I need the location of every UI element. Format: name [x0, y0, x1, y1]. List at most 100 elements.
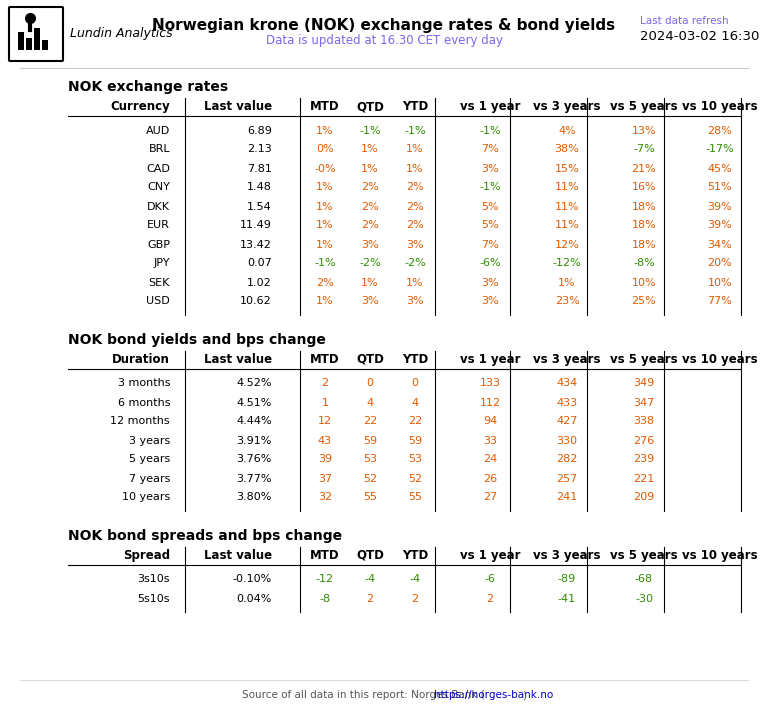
Text: https://norges-bank.no: https://norges-bank.no [434, 690, 553, 700]
Text: 37: 37 [318, 473, 332, 483]
Text: -1%: -1% [359, 126, 381, 136]
Text: 23%: 23% [554, 296, 579, 306]
Text: 52: 52 [408, 473, 422, 483]
Text: 12%: 12% [554, 239, 579, 249]
Text: 6.89: 6.89 [247, 126, 272, 136]
Text: 1.48: 1.48 [247, 183, 272, 193]
Text: 3 months: 3 months [118, 378, 170, 388]
Text: 94: 94 [483, 416, 497, 426]
Text: 434: 434 [556, 378, 578, 388]
Text: Spread: Spread [123, 549, 170, 562]
Text: 5%: 5% [482, 221, 498, 231]
Text: 52: 52 [363, 473, 377, 483]
Text: 34%: 34% [707, 239, 733, 249]
Text: MTD: MTD [310, 353, 339, 366]
Text: Data is updated at 16.30 CET every day: Data is updated at 16.30 CET every day [266, 34, 502, 47]
Text: GBP: GBP [147, 239, 170, 249]
Text: -1%: -1% [404, 126, 425, 136]
Text: 282: 282 [556, 455, 578, 465]
Text: 77%: 77% [707, 296, 733, 306]
Text: 2: 2 [322, 378, 329, 388]
Text: 18%: 18% [631, 239, 657, 249]
Text: YTD: YTD [402, 353, 428, 366]
Text: 45%: 45% [707, 164, 733, 174]
Text: -89: -89 [558, 575, 576, 585]
Text: 2.13: 2.13 [247, 144, 272, 154]
Text: -2%: -2% [404, 258, 426, 268]
Text: NOK bond yields and bps change: NOK bond yields and bps change [68, 333, 326, 347]
Text: 3s10s: 3s10s [137, 575, 170, 585]
Text: 5s10s: 5s10s [137, 593, 170, 603]
Text: YTD: YTD [402, 100, 428, 113]
Text: 25%: 25% [631, 296, 657, 306]
Text: -41: -41 [558, 593, 576, 603]
Text: -17%: -17% [706, 144, 734, 154]
Text: YTD: YTD [402, 549, 428, 562]
Text: AUD: AUD [146, 126, 170, 136]
Text: 3%: 3% [482, 296, 498, 306]
Text: 5%: 5% [482, 201, 498, 211]
Text: vs 3 years: vs 3 years [533, 100, 601, 113]
Text: 7%: 7% [481, 239, 499, 249]
Text: 2: 2 [366, 593, 373, 603]
Text: vs 10 years: vs 10 years [682, 100, 758, 113]
Text: 21%: 21% [631, 164, 657, 174]
Text: Last value: Last value [204, 100, 272, 113]
Text: 2%: 2% [406, 221, 424, 231]
Text: 133: 133 [479, 378, 501, 388]
Text: -0%: -0% [314, 164, 336, 174]
Text: 2%: 2% [406, 201, 424, 211]
Text: 1%: 1% [316, 221, 334, 231]
Text: 1%: 1% [316, 201, 334, 211]
Text: USD: USD [146, 296, 170, 306]
Text: 1%: 1% [361, 164, 379, 174]
Text: 27: 27 [483, 493, 497, 503]
Text: 22: 22 [408, 416, 422, 426]
Text: 239: 239 [634, 455, 654, 465]
Text: 1%: 1% [361, 278, 379, 288]
Text: 13.42: 13.42 [240, 239, 272, 249]
Text: 15%: 15% [554, 164, 579, 174]
Text: -6: -6 [485, 575, 495, 585]
Text: 18%: 18% [631, 221, 657, 231]
Text: 0.04%: 0.04% [237, 593, 272, 603]
Text: 20%: 20% [707, 258, 733, 268]
Text: 1%: 1% [406, 278, 424, 288]
Text: 39: 39 [318, 455, 332, 465]
Text: 4: 4 [366, 398, 373, 408]
Text: SEK: SEK [149, 278, 170, 288]
Text: 3%: 3% [361, 296, 379, 306]
Text: 338: 338 [634, 416, 654, 426]
Text: 2024-03-02 16:30: 2024-03-02 16:30 [640, 30, 760, 43]
Text: 1%: 1% [361, 144, 379, 154]
Text: 347: 347 [634, 398, 654, 408]
Bar [42, 40, 48, 50]
Text: 1%: 1% [406, 144, 424, 154]
Text: 4.51%: 4.51% [237, 398, 272, 408]
Text: 0%: 0% [316, 144, 334, 154]
Text: vs 1 year: vs 1 year [460, 100, 520, 113]
Text: DKK: DKK [147, 201, 170, 211]
Text: 2%: 2% [406, 183, 424, 193]
Text: vs 10 years: vs 10 years [682, 549, 758, 562]
Text: 33: 33 [483, 436, 497, 446]
Text: -8: -8 [319, 593, 330, 603]
Text: 12: 12 [318, 416, 332, 426]
Text: 39%: 39% [707, 221, 733, 231]
Text: 221: 221 [634, 473, 654, 483]
Text: ): ) [522, 690, 526, 700]
Text: 276: 276 [634, 436, 654, 446]
Text: 10 years: 10 years [122, 493, 170, 503]
Text: 24: 24 [483, 455, 497, 465]
Text: 3%: 3% [406, 296, 424, 306]
Text: Lundin Analytics: Lundin Analytics [70, 28, 173, 41]
Text: 55: 55 [363, 493, 377, 503]
Text: -68: -68 [635, 575, 653, 585]
Text: 10.62: 10.62 [240, 296, 272, 306]
Text: 55: 55 [408, 493, 422, 503]
Text: 330: 330 [557, 436, 578, 446]
Text: 1%: 1% [406, 164, 424, 174]
Text: -1%: -1% [479, 126, 501, 136]
Text: 11%: 11% [554, 201, 579, 211]
Text: NOK exchange rates: NOK exchange rates [68, 80, 228, 94]
